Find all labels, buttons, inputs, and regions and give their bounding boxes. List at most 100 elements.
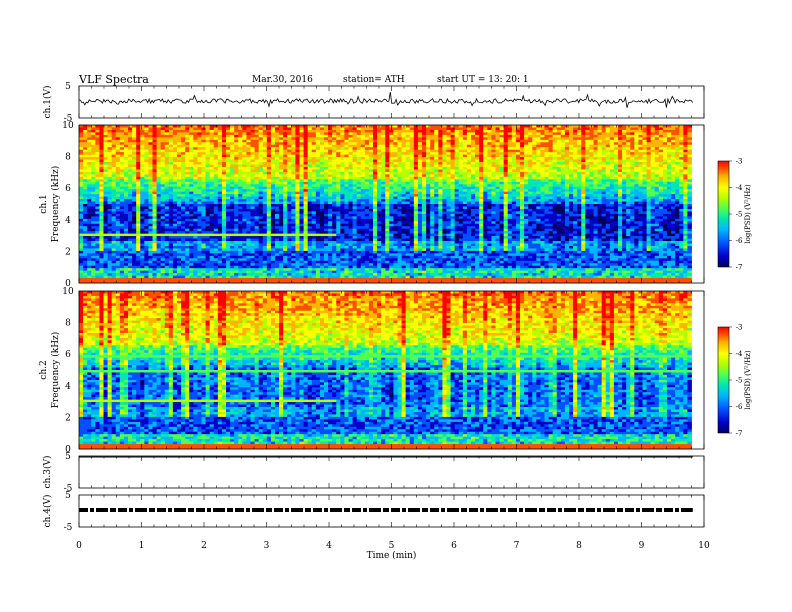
spectrogram-cell: [360, 159, 366, 163]
spectrogram-cell: [377, 169, 386, 173]
spectrogram-cell: [499, 154, 505, 158]
spectrogram-cell: [646, 159, 652, 163]
spectrogram-cell: [368, 125, 374, 128]
spectrogram-cell: [540, 186, 549, 190]
spectrogram-cell: [348, 144, 362, 148]
spectrogram-cell: [675, 137, 680, 141]
spectrogram-cell: [368, 134, 374, 138]
spectrogram-cell: [238, 208, 260, 212]
spectrogram-cell: [258, 181, 264, 185]
spectrogram-cell: [319, 152, 325, 156]
spectrogram-cell: [397, 208, 402, 212]
spectrogram-cell: [83, 159, 96, 163]
spectrogram-cell: [324, 179, 329, 183]
spectrogram-cell: [409, 189, 415, 193]
spectrogram-cell: [409, 226, 415, 230]
spectrogram-cell: [650, 127, 656, 131]
spectrogram-cell: [136, 174, 141, 178]
spectrogram-cell: [417, 176, 423, 180]
spectrogram-cell: [360, 144, 366, 148]
spectrogram-cell: [103, 142, 113, 146]
spectrogram-cell: [642, 206, 647, 210]
spectrogram-cell: [601, 174, 607, 178]
spectrogram-cell: [328, 221, 333, 225]
spectrogram-cell: [658, 174, 664, 178]
spectrogram-cell: [413, 132, 419, 136]
spectrogram-cell: [552, 226, 562, 230]
spectrogram-cell: [540, 125, 545, 128]
spectrogram-cell: [221, 218, 227, 222]
spectrogram-cell: [458, 142, 464, 146]
spectrogram-cell: [462, 181, 472, 185]
spectrogram-cell: [111, 174, 117, 178]
spectrogram-cell: [487, 166, 496, 170]
spectrogram-cell: [491, 169, 496, 173]
spectrogram-cell: [140, 216, 145, 220]
spectrogram-cell: [275, 149, 280, 153]
spectrogram-cell: [450, 181, 456, 185]
spectrogram-cell: [605, 216, 611, 220]
spectrogram-cell: [548, 174, 558, 178]
spectrogram-cell: [156, 164, 166, 168]
spectrogram-cell: [119, 174, 125, 178]
spectrogram-cell: [352, 186, 358, 190]
spectrogram-cell: [642, 142, 647, 146]
spectrogram-cell: [287, 221, 296, 225]
spectrogram-cell: [193, 171, 198, 175]
spectrogram-cell: [577, 174, 582, 178]
spectrogram-cell: [552, 189, 558, 193]
spectrogram-cell: [540, 206, 554, 210]
spectrogram-cell: [667, 223, 680, 227]
spectrogram-cell: [230, 174, 235, 178]
spectrogram-cell: [115, 125, 121, 128]
spectrogram-cell: [471, 213, 476, 217]
spectrogram-cell: [475, 196, 480, 200]
spectrogram-cell: [438, 174, 443, 178]
spectrogram-cell: [520, 199, 525, 202]
spectrogram-cell: [336, 152, 341, 156]
spectrogram-cell: [426, 189, 431, 193]
spectrogram-cell: [356, 196, 362, 200]
spectrogram-cell: [401, 211, 407, 215]
spectrogram-cell: [123, 221, 129, 225]
spectrogram-cell: [393, 194, 398, 197]
spectrogram-cell: [479, 164, 484, 168]
spectrogram-cell: [597, 144, 607, 148]
spectrogram-cell: [111, 213, 117, 217]
spectrogram-cell: [515, 221, 521, 225]
spectrogram-cell: [507, 206, 513, 210]
spectrogram-cell: [679, 201, 684, 205]
spectrogram-cell: [454, 228, 460, 232]
spectrogram-cell: [95, 174, 104, 178]
spectrogram-cell: [560, 191, 566, 195]
spectrogram-cell: [324, 132, 329, 136]
spectrogram-cell: [524, 194, 537, 197]
spectrogram-cell: [548, 149, 554, 153]
spectrogram-cell: [209, 149, 215, 153]
spectrogram-cell: [552, 191, 562, 195]
spectrogram-cell: [360, 132, 374, 136]
spectrogram-cell: [254, 201, 260, 205]
spectrogram-cell: [446, 228, 451, 232]
spectrogram-cell: [548, 218, 558, 222]
spectrogram-cell: [458, 154, 464, 158]
spectrogram-cell: [650, 162, 660, 165]
spectrogram-cell: [569, 216, 574, 220]
spectrogram-cell: [299, 231, 304, 235]
spectrogram-cell: [381, 164, 386, 168]
spectrogram-cell: [144, 174, 149, 178]
spectrogram-cell: [148, 162, 153, 165]
spectrogram-cell: [671, 134, 684, 138]
spectrogram-cell: [532, 166, 549, 170]
spectrogram-cell: [479, 211, 484, 215]
spectrogram-cell: [217, 162, 223, 165]
spectrogram-cell: [303, 218, 309, 222]
spectrogram-cell: [671, 221, 676, 225]
spectrogram-cell: [336, 216, 341, 220]
spectrogram-cell: [377, 226, 382, 230]
spectrogram-cell: [360, 179, 366, 183]
spectrogram-cell: [630, 152, 635, 156]
spectrogram-cell: [430, 189, 435, 193]
spectrogram-cell: [458, 199, 468, 202]
spectrogram-cell: [132, 152, 137, 156]
